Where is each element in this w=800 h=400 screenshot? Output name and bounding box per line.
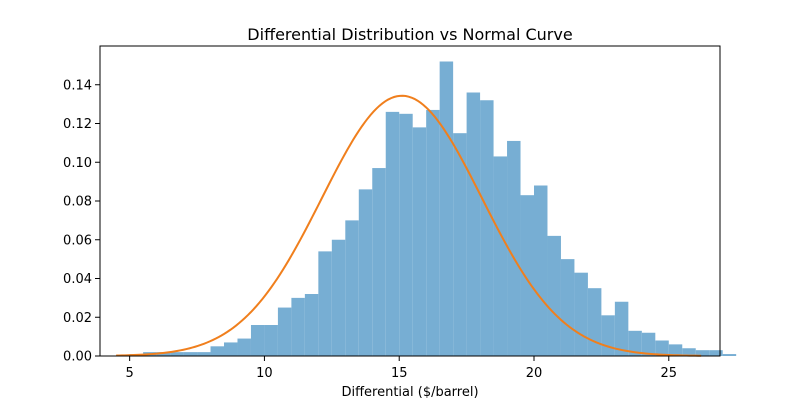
histogram-bar xyxy=(507,140,521,356)
x-tick-label: 10 xyxy=(256,366,273,381)
histogram-bar xyxy=(250,325,265,356)
histogram-bar xyxy=(224,342,238,356)
histogram-bar xyxy=(722,354,737,356)
histogram-bar xyxy=(318,251,332,356)
histogram-bar xyxy=(493,156,508,356)
histogram-bar xyxy=(655,340,669,356)
histogram-bar xyxy=(170,352,184,356)
histogram-bar xyxy=(385,111,400,356)
histogram-bar xyxy=(156,352,171,356)
histogram-bar xyxy=(291,297,305,356)
histogram-bar xyxy=(358,189,373,356)
chart-title: Differential Distribution vs Normal Curv… xyxy=(247,25,572,44)
histogram-bar xyxy=(345,220,359,356)
histogram-bar xyxy=(641,332,656,356)
histogram-bar xyxy=(520,195,534,356)
histogram-bar xyxy=(574,272,588,356)
histogram-bar xyxy=(695,350,710,356)
y-tick-label: 0.14 xyxy=(63,78,92,93)
histogram-bar xyxy=(601,315,615,356)
y-tick-label: 0.08 xyxy=(63,195,92,210)
histogram-bar xyxy=(197,352,211,356)
histogram-bar xyxy=(426,109,440,356)
x-tick-label: 20 xyxy=(526,366,543,381)
histogram-bar xyxy=(439,61,454,356)
histogram-bar xyxy=(614,301,629,356)
y-tick-label: 0.12 xyxy=(63,117,92,132)
x-axis-label: Differential ($/barrel) xyxy=(341,385,478,400)
x-axis-ticks: 5 10 15 20 25 xyxy=(126,356,678,381)
y-tick-label: 0.00 xyxy=(63,350,92,365)
normal-curve-line xyxy=(116,94,702,357)
histogram-bar xyxy=(304,294,319,356)
histogram-bar xyxy=(264,325,278,356)
histogram-bar xyxy=(372,168,386,356)
histogram-bar xyxy=(412,127,427,356)
histogram-bar xyxy=(277,307,292,356)
histogram-bar xyxy=(587,288,602,356)
histogram-bar xyxy=(628,330,642,356)
histogram-bar xyxy=(547,235,561,356)
histogram-bar xyxy=(466,92,481,356)
histogram-bar xyxy=(237,338,251,356)
histogram-bar xyxy=(183,352,198,356)
x-tick-label: 25 xyxy=(661,366,678,381)
histogram-bar xyxy=(453,133,467,356)
x-tick-label: 15 xyxy=(391,366,408,381)
histogram-bar xyxy=(480,100,494,356)
y-tick-label: 0.06 xyxy=(63,233,92,248)
histogram-bar xyxy=(534,185,548,356)
histogram-bar xyxy=(709,350,723,356)
histogram-bar xyxy=(560,259,575,356)
histogram-bar xyxy=(399,113,413,356)
x-tick-label: 5 xyxy=(126,366,134,381)
histogram-bar xyxy=(682,348,696,356)
y-tick-label: 0.10 xyxy=(63,156,92,171)
histogram-bars xyxy=(116,61,737,356)
y-tick-label: 0.04 xyxy=(63,272,92,287)
normal-curve-layer xyxy=(116,94,702,357)
y-tick-label: 0.02 xyxy=(63,311,92,326)
histogram-bar xyxy=(210,346,224,356)
histogram-bar xyxy=(668,344,683,356)
y-axis-ticks: 0.00 0.02 0.04 0.06 0.08 0.10 0.12 0.14 xyxy=(63,78,100,365)
histogram-bar xyxy=(331,239,346,356)
